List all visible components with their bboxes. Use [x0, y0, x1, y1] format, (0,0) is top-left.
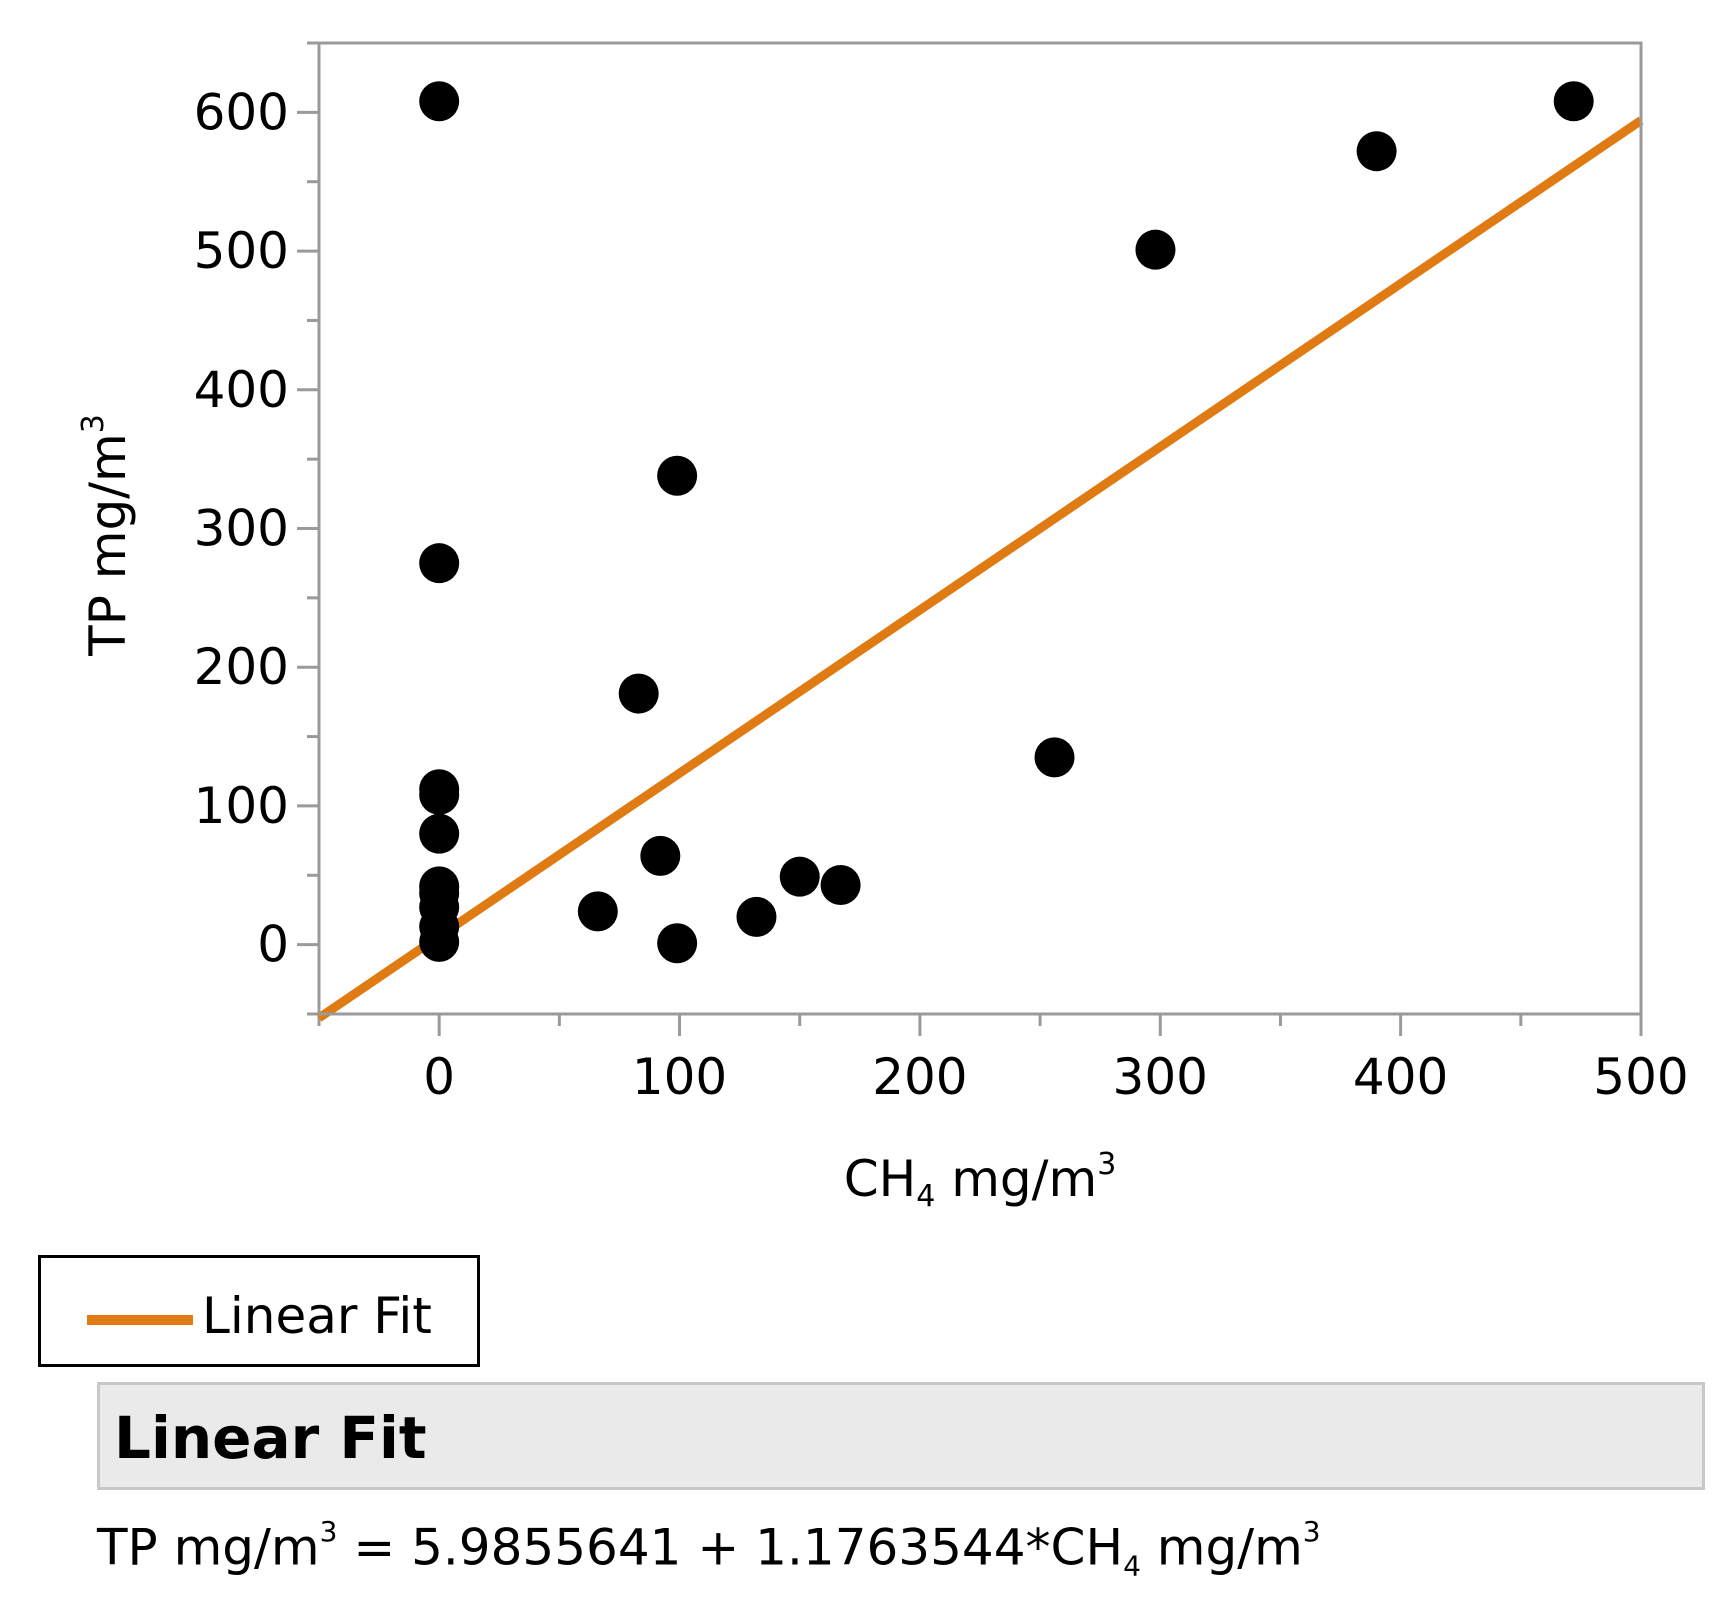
data-point [657, 923, 698, 964]
data-point [419, 543, 460, 584]
data-point [419, 81, 460, 122]
equation-unit-superscript: 3 [1302, 1515, 1321, 1548]
x-tick-label: 200 [872, 1048, 967, 1106]
data-point [1553, 81, 1594, 122]
data-point [820, 864, 861, 905]
legend-line-swatch [87, 1315, 193, 1325]
y-axis-ticks: 0 100 200 300 400 500 600 [194, 41, 319, 1016]
y-tick-label: 400 [194, 361, 289, 419]
y-tick-label: 500 [194, 222, 289, 280]
data-point [657, 455, 698, 496]
data-point [419, 921, 460, 962]
x-axis-label-superscript: 3 [1097, 1147, 1116, 1182]
y-tick-label: 100 [194, 777, 289, 835]
linear-fit-report-title: Linear Fit [114, 1404, 427, 1472]
x-axis-ticks: 0 100 200 300 400 500 [317, 1014, 1689, 1106]
data-point [419, 813, 460, 854]
fit-equation: TP mg/m3 = 5.9855641 + 1.1763544*CH4 mg/… [97, 1508, 1321, 1597]
data-point [577, 891, 618, 932]
y-axis-label: TP mg/m3 [76, 414, 137, 657]
x-axis-label-unit: mg/m [935, 1150, 1097, 1208]
linear-fit-line [316, 116, 1644, 1022]
y-axis-label-superscript: 3 [76, 414, 111, 433]
legend: Linear Fit [38, 1255, 480, 1367]
equation-lhs-superscript: 3 [319, 1515, 338, 1548]
x-tick-label: 400 [1353, 1048, 1448, 1106]
linear-fit-report-header[interactable]: Linear Fit [97, 1382, 1705, 1490]
y-tick-label: 200 [194, 638, 289, 696]
x-tick-label: 100 [632, 1048, 727, 1106]
y-axis-label-main: TP mg/m [79, 433, 137, 657]
x-tick-label: 0 [423, 1048, 455, 1106]
data-point [419, 774, 460, 815]
scatter-chart: 0 100 200 300 400 500 0 100 200 300 400 500 600 CH4… [76, 41, 1689, 1214]
x-axis-label-main: CH [844, 1150, 917, 1208]
data-point [1356, 131, 1397, 172]
data-point [618, 673, 659, 714]
equation-subscript: 4 [1123, 1549, 1141, 1583]
data-points [419, 81, 1594, 964]
equation-lhs: TP mg/m [97, 1518, 320, 1577]
data-point [1135, 229, 1176, 270]
x-axis-label-subscript: 4 [916, 1179, 935, 1214]
x-tick-label: 300 [1113, 1048, 1208, 1106]
data-point [1034, 737, 1075, 778]
equation-middle: = 5.9855641 + 1.1763544*CH [337, 1518, 1124, 1577]
equation-unit: mg/m [1140, 1518, 1303, 1577]
legend-label-linear-fit: Linear Fit [202, 1287, 432, 1345]
y-tick-label: 300 [194, 500, 289, 558]
x-tick-label: 500 [1593, 1048, 1688, 1106]
data-point [736, 896, 777, 937]
fit-layer [316, 116, 1644, 1022]
y-tick-label: 600 [194, 83, 289, 141]
data-point [640, 835, 681, 876]
y-tick-label: 0 [257, 916, 289, 974]
data-point [779, 856, 820, 897]
x-axis-label: CH4 mg/m3 [844, 1147, 1117, 1214]
plot-frame [317, 41, 1643, 1016]
